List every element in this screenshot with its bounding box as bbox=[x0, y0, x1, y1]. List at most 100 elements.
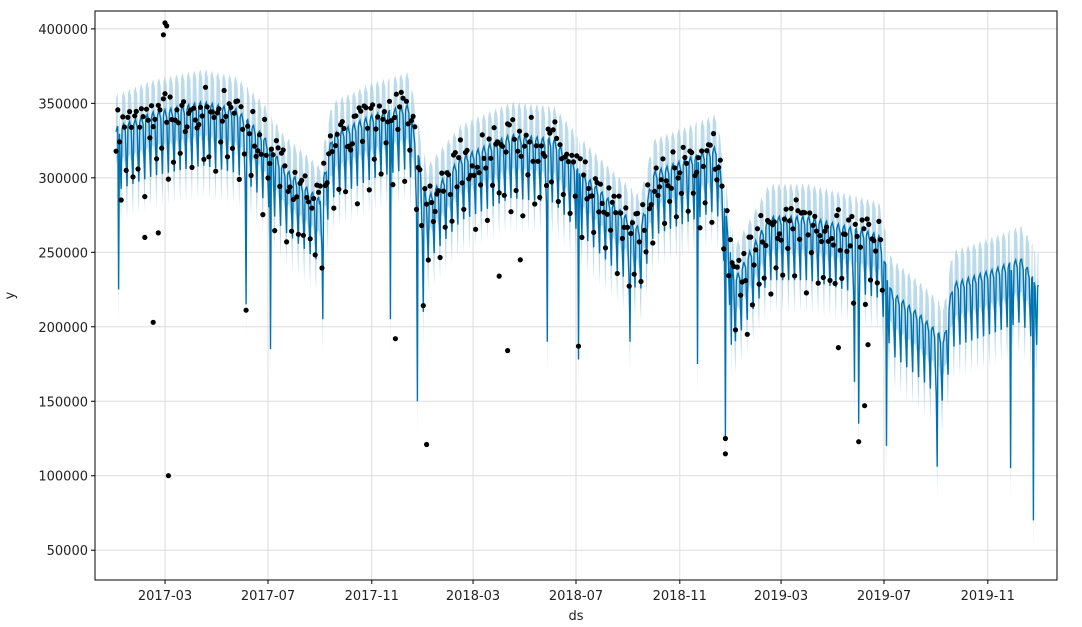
observed-point bbox=[155, 102, 161, 108]
observed-point bbox=[591, 229, 597, 235]
observed-point bbox=[543, 182, 550, 189]
observed-point bbox=[213, 168, 219, 174]
observed-point bbox=[675, 175, 681, 181]
observed-point bbox=[388, 118, 394, 124]
observed-point bbox=[447, 191, 453, 198]
observed-point bbox=[635, 210, 641, 216]
observed-point bbox=[182, 129, 188, 135]
observed-point bbox=[150, 319, 156, 325]
observed-point bbox=[640, 202, 646, 208]
observed-point bbox=[378, 171, 384, 177]
observed-point bbox=[511, 136, 517, 142]
observed-point bbox=[236, 176, 242, 182]
observed-point bbox=[336, 186, 342, 192]
observed-point bbox=[407, 147, 413, 153]
observed-point bbox=[321, 160, 327, 166]
observed-point bbox=[780, 272, 786, 278]
observed-point bbox=[670, 149, 676, 155]
observed-point bbox=[235, 98, 241, 104]
observed-point bbox=[851, 300, 857, 306]
observed-point bbox=[496, 273, 502, 279]
observed-point bbox=[302, 173, 308, 179]
observed-point bbox=[476, 170, 482, 176]
observed-point bbox=[424, 441, 430, 448]
observed-point bbox=[165, 176, 171, 182]
observed-point bbox=[667, 198, 673, 204]
x-axis-ticks: 2017-03 2017-07 2017-11 2018-03 2018-07 2018-… bbox=[138, 580, 1015, 604]
observed-point bbox=[611, 193, 617, 199]
observed-point bbox=[643, 249, 649, 255]
observed-point bbox=[503, 149, 509, 155]
observed-point bbox=[505, 348, 511, 354]
observed-point bbox=[819, 238, 825, 245]
observed-point bbox=[744, 331, 750, 337]
observed-point bbox=[481, 155, 487, 161]
observed-point bbox=[631, 271, 637, 277]
observed-point bbox=[874, 280, 880, 286]
observed-point bbox=[832, 280, 838, 287]
observed-point bbox=[672, 165, 678, 171]
observed-point bbox=[268, 146, 274, 152]
observed-point bbox=[628, 230, 634, 237]
observed-point bbox=[579, 234, 585, 240]
observed-point bbox=[773, 265, 779, 271]
observed-point bbox=[862, 301, 869, 307]
observed-point bbox=[776, 231, 783, 237]
observed-point bbox=[390, 182, 396, 188]
observed-point bbox=[491, 125, 497, 131]
observed-point bbox=[864, 216, 870, 222]
observed-point bbox=[810, 222, 816, 228]
observed-point bbox=[646, 206, 653, 212]
observed-point bbox=[817, 233, 823, 239]
observed-point bbox=[660, 156, 666, 162]
observed-point bbox=[839, 275, 845, 281]
observed-point bbox=[741, 250, 747, 257]
observed-point bbox=[223, 113, 229, 119]
observed-point bbox=[555, 198, 561, 205]
observed-point bbox=[781, 216, 788, 222]
observed-point bbox=[771, 219, 777, 225]
observed-point bbox=[258, 151, 264, 157]
observed-point bbox=[542, 153, 548, 159]
observed-point bbox=[521, 143, 528, 149]
observed-point bbox=[624, 224, 631, 230]
x-tick-label: 2018-07 bbox=[549, 589, 603, 604]
observed-point bbox=[440, 188, 447, 194]
observed-point bbox=[560, 191, 566, 198]
observed-point bbox=[164, 119, 170, 125]
observed-point bbox=[309, 205, 315, 211]
observed-point bbox=[517, 257, 523, 263]
observed-point bbox=[879, 287, 885, 293]
observed-point bbox=[786, 218, 793, 224]
y-axis-label: y bbox=[3, 291, 18, 299]
observed-point bbox=[564, 151, 570, 157]
observed-point bbox=[469, 163, 475, 169]
observed-point bbox=[830, 242, 837, 248]
observed-point bbox=[238, 104, 244, 110]
observed-point bbox=[527, 139, 533, 145]
observed-point bbox=[348, 147, 354, 153]
observed-point bbox=[807, 210, 813, 216]
observed-point bbox=[152, 116, 158, 122]
observed-point bbox=[689, 149, 695, 156]
observed-point bbox=[815, 280, 821, 286]
observed-point bbox=[697, 225, 703, 231]
observed-point bbox=[862, 403, 868, 409]
observed-point bbox=[461, 206, 467, 212]
observed-point bbox=[797, 236, 803, 242]
observed-point bbox=[359, 138, 366, 144]
observed-point bbox=[538, 143, 545, 149]
observed-point bbox=[285, 188, 291, 194]
observed-point bbox=[456, 155, 462, 161]
observed-point bbox=[287, 184, 293, 190]
observed-point bbox=[125, 114, 131, 120]
y-tick-label: 400000 bbox=[38, 23, 88, 38]
observed-point bbox=[324, 180, 330, 186]
observed-point bbox=[133, 108, 139, 114]
observed-point bbox=[123, 167, 129, 173]
observed-point bbox=[709, 219, 715, 225]
observed-point bbox=[280, 147, 286, 153]
observed-point bbox=[132, 113, 138, 119]
observed-point bbox=[353, 113, 359, 119]
